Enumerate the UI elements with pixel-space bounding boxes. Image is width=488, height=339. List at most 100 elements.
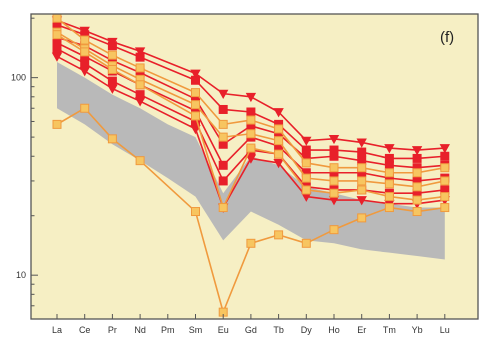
data-point <box>329 163 339 173</box>
data-point <box>134 97 146 107</box>
x-tick-label: Ho <box>328 325 340 335</box>
series-line <box>56 34 445 209</box>
x-tick-label: Nd <box>134 325 146 335</box>
data-point <box>190 69 201 79</box>
x-tick-label: Lu <box>440 325 450 335</box>
series-2 <box>52 32 450 173</box>
data-point <box>218 203 228 213</box>
data-point <box>412 195 422 205</box>
data-point <box>357 163 367 173</box>
data-point <box>80 103 90 113</box>
data-point <box>52 13 62 23</box>
data-point <box>190 125 201 135</box>
data-point <box>274 124 284 134</box>
data-point <box>384 160 394 170</box>
y-tick-label: 10 <box>16 270 26 280</box>
series-line <box>56 55 445 209</box>
data-point <box>439 144 450 154</box>
data-point <box>107 84 118 94</box>
data-point <box>384 203 394 213</box>
data-point <box>329 151 339 161</box>
panel-label: (f) <box>440 29 454 46</box>
data-point <box>191 100 200 110</box>
data-point <box>411 146 423 156</box>
x-tick-label: Ce <box>79 325 91 335</box>
data-point <box>191 207 200 217</box>
data-point <box>191 111 200 121</box>
data-point <box>329 225 339 235</box>
data-point <box>412 182 422 192</box>
x-tick-label: La <box>52 325 62 335</box>
data-point <box>412 153 422 163</box>
data-point <box>356 196 367 206</box>
series-line <box>56 48 445 195</box>
data-point <box>79 26 90 36</box>
data-point <box>357 147 367 157</box>
plot-frame <box>30 13 479 320</box>
data-point <box>273 108 284 118</box>
x-tick-label: Tb <box>273 325 284 335</box>
series-7 <box>52 13 450 178</box>
data-point <box>301 185 311 195</box>
data-point <box>135 156 145 166</box>
x-tick-label: Yb <box>412 325 423 335</box>
data-point <box>273 159 284 169</box>
y-tick-label: 100 <box>11 73 26 83</box>
data-point <box>218 119 228 129</box>
data-point <box>440 176 450 186</box>
data-point <box>134 47 146 57</box>
data-point <box>440 163 450 173</box>
x-tick-label: Tm <box>383 325 396 335</box>
data-point <box>80 58 90 68</box>
series-layer <box>51 13 450 317</box>
x-tick-label: Sm <box>189 325 203 335</box>
data-point <box>246 107 256 117</box>
data-point <box>107 50 117 60</box>
data-point <box>246 129 256 139</box>
data-point <box>191 88 200 98</box>
data-point <box>384 144 395 154</box>
data-point <box>246 115 256 125</box>
data-point <box>52 119 62 129</box>
data-point <box>107 76 117 86</box>
data-point <box>218 132 228 142</box>
data-point <box>301 173 311 183</box>
series-line <box>56 19 445 151</box>
data-point <box>80 47 90 57</box>
data-point <box>328 134 340 145</box>
series-line <box>56 24 445 160</box>
data-point <box>384 179 394 189</box>
data-point <box>440 192 450 202</box>
data-point <box>79 67 90 77</box>
data-point <box>218 176 228 186</box>
data-point <box>107 37 118 48</box>
series-line <box>56 42 445 182</box>
series-line <box>56 107 445 313</box>
data-point <box>274 149 284 159</box>
data-point <box>135 63 145 73</box>
data-point <box>274 230 284 240</box>
data-point <box>301 158 311 168</box>
x-tick-label: Eu <box>218 325 229 335</box>
data-point <box>384 192 394 202</box>
data-point <box>384 168 394 178</box>
data-point <box>80 35 90 45</box>
data-point <box>274 136 284 146</box>
x-tick-label: Pr <box>108 325 117 335</box>
data-point <box>107 134 117 144</box>
data-point <box>357 176 367 186</box>
data-point <box>218 104 228 114</box>
data-point <box>218 160 228 170</box>
series-line <box>56 31 445 188</box>
data-point <box>245 154 257 164</box>
x-tick-label: Gd <box>245 325 257 335</box>
data-point <box>52 30 62 40</box>
data-point <box>440 151 450 161</box>
series-10 <box>52 30 450 213</box>
data-point <box>107 64 117 74</box>
data-point <box>246 238 256 248</box>
data-point <box>440 203 450 213</box>
series-line <box>56 36 445 169</box>
data-point <box>357 213 367 223</box>
